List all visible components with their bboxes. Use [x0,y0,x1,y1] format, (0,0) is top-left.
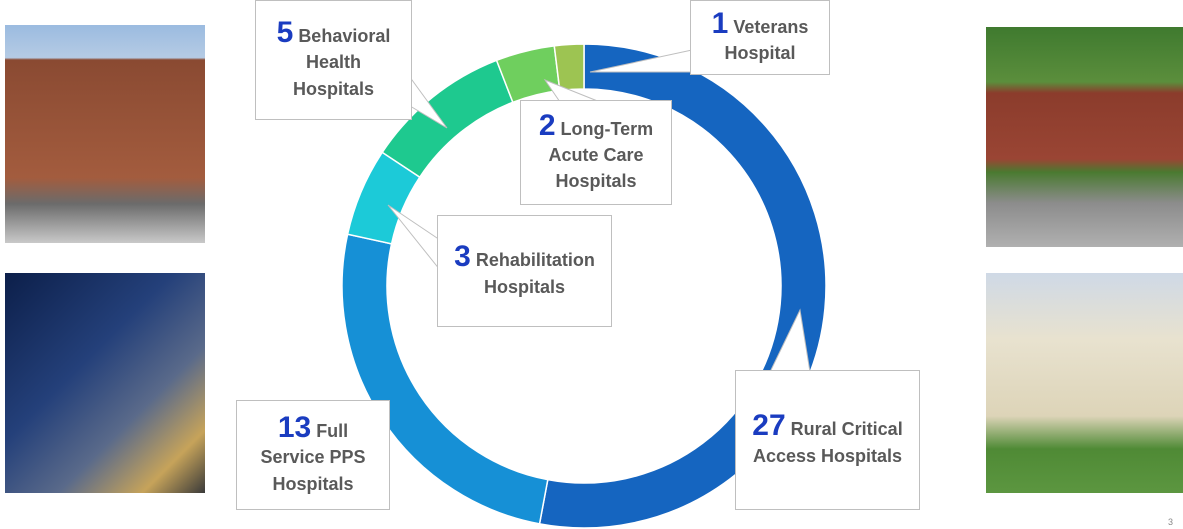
donut-segment [553,43,585,92]
callout: 13 Full Service PPS Hospitals [236,400,390,510]
photo [5,25,205,243]
callout: 5 Behavioral Health Hospitals [255,0,412,120]
category-label: Rural Critical Access Hospitals [752,419,903,466]
callout-pointer [387,204,441,272]
photo [986,27,1183,247]
category-label: Long-Term Acute Care Hospitals [548,118,654,192]
callout: 3 Rehabilitation Hospitals [437,215,612,327]
callout-text: 2 Long-Term Acute Care Hospitals [531,108,661,194]
callout: 1 Veterans Hospital [690,0,830,75]
value-label: 3 [454,240,471,274]
value-label: 2 [538,108,556,142]
category-label: Rehabilitation Hospitals [475,250,595,297]
value-label: 1 [711,6,729,40]
callout-text: 3 Rehabilitation Hospitals [448,242,601,299]
category-label: Behavioral Health Hospitals [292,26,391,99]
value-label: 5 [276,16,294,50]
photo [5,273,205,493]
callout-text: 1 Veterans Hospital [701,6,819,66]
callout: 27 Rural Critical Access Hospitals [735,370,920,510]
value-label: 13 [277,411,312,445]
callout-text: 27 Rural Critical Access Hospitals [746,411,909,468]
callout-text: 5 Behavioral Health Hospitals [266,18,401,101]
photo [986,273,1183,493]
callout: 2 Long-Term Acute Care Hospitals [520,100,672,205]
callout-text: 13 Full Service PPS Hospitals [247,413,379,496]
category-label: Full Service PPS Hospitals [260,421,366,494]
value-label: 27 [752,409,786,443]
slide-number: 3 [1167,517,1173,527]
category-label: Veterans Hospital [724,16,809,63]
